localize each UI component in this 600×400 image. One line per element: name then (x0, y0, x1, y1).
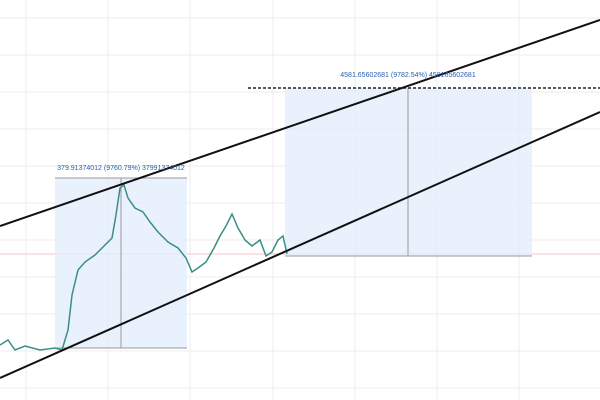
channel-upper (0, 19, 600, 227)
measure-label: 379.91374012 (9760.79%) 37991374012 (57, 165, 185, 172)
channel-lower (0, 111, 600, 379)
measure-label: 4581.65602681 (9782.54%) 458165602681 (340, 72, 476, 79)
price-series (0, 183, 288, 351)
